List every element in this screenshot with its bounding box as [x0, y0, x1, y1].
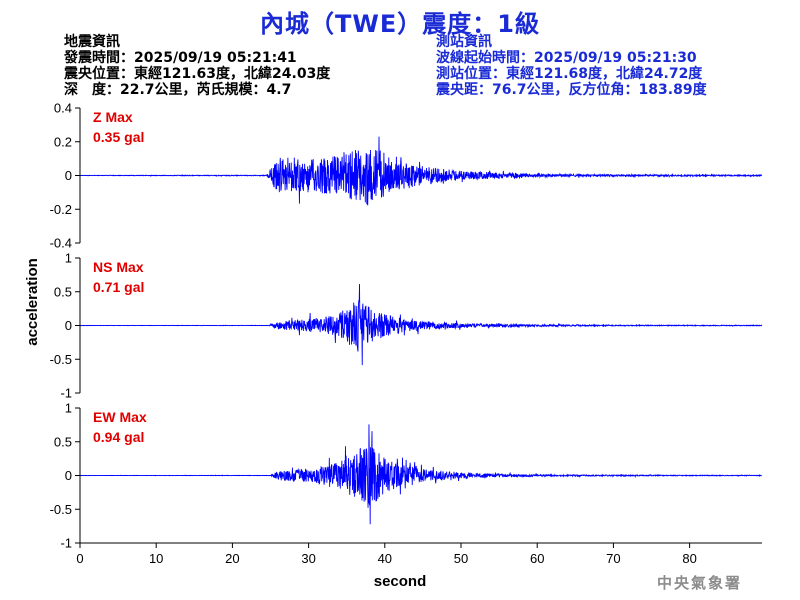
earthquake-info-block: 地震資訊 發震時間：2025/09/19 05:21:41 震央位置：東經121…: [64, 34, 330, 98]
max-label-ns: NS Max: [93, 259, 144, 275]
y-tick-label: 1: [65, 251, 72, 266]
earthquake-info-heading: 地震資訊: [64, 34, 120, 50]
x-tick-label: 70: [606, 551, 620, 566]
y-tick-label: 0.2: [54, 134, 72, 149]
max-label-ew: EW Max: [93, 409, 147, 425]
origin-time: 發震時間：2025/09/19 05:21:41: [64, 50, 297, 66]
y-tick-label: -0.4: [50, 236, 72, 251]
y-tick-label: 0.4: [54, 101, 72, 116]
x-tick-label: 40: [378, 551, 392, 566]
y-tick-label: -1: [60, 536, 72, 551]
panel-ns: -1 -0.5 0 0.5 1 NS Max 0.71 gal: [50, 251, 763, 401]
x-tick-label: 10: [149, 551, 163, 566]
epicenter-location: 震央位置：東經121.63度，北緯24.03度: [64, 66, 331, 82]
y-tick-label: 0: [65, 318, 72, 333]
y-tick-label: 0.5: [54, 434, 72, 449]
waveform-trace-ns: [79, 284, 763, 366]
y-axis-title: acceleration: [24, 258, 41, 346]
x-tick-label: 30: [301, 551, 315, 566]
waveform-start-time: 波線起始時間：2025/09/19 05:21:30: [436, 50, 697, 66]
station-info-heading: 測站資訊: [436, 34, 492, 50]
distance-azimuth: 震央距：76.7公里，反方位角：183.89度: [436, 82, 707, 98]
y-tick-label: -0.2: [50, 202, 72, 217]
depth-magnitude: 深 度：22.7公里，芮氏規模：4.7: [64, 82, 292, 98]
station-location: 測站位置：東經121.68度，北緯24.72度: [436, 66, 703, 82]
waveform-trace-ew: [79, 424, 762, 525]
panel-ew: -1 -0.5 0 0.5 1 EW Max 0.94 gal: [50, 401, 762, 551]
y-tick-label: -1: [60, 386, 72, 401]
y-tick-label: 0: [65, 468, 72, 483]
y-tick-label: -0.5: [50, 352, 72, 367]
max-value-ns: 0.71 gal: [93, 279, 144, 295]
page-title: 內城（TWE）震度：1級: [260, 10, 540, 38]
panel-z: -0.4 -0.2 0 0.2 0.4 Z Max 0.35 gal: [50, 101, 763, 251]
x-tick-label: 50: [454, 551, 468, 566]
x-tick-label: 0: [76, 551, 83, 566]
max-label-z: Z Max: [93, 109, 133, 125]
x-tick-label: 80: [682, 551, 696, 566]
station-info-block: 測站資訊 波線起始時間：2025/09/19 05:21:30 測站位置：東經1…: [436, 34, 707, 98]
y-tick-label: -0.5: [50, 502, 72, 517]
y-tick-label: 0.5: [54, 284, 72, 299]
x-axis-title: second: [374, 573, 427, 590]
watermark-text: 中央氣象署: [657, 574, 743, 592]
waveform-trace-z: [79, 136, 763, 206]
y-tick-label: 1: [65, 401, 72, 416]
x-tick-label: 20: [225, 551, 239, 566]
max-value-ew: 0.94 gal: [93, 429, 144, 445]
max-value-z: 0.35 gal: [93, 129, 144, 145]
x-tick-label: 60: [530, 551, 544, 566]
y-tick-label: 0: [65, 168, 72, 183]
